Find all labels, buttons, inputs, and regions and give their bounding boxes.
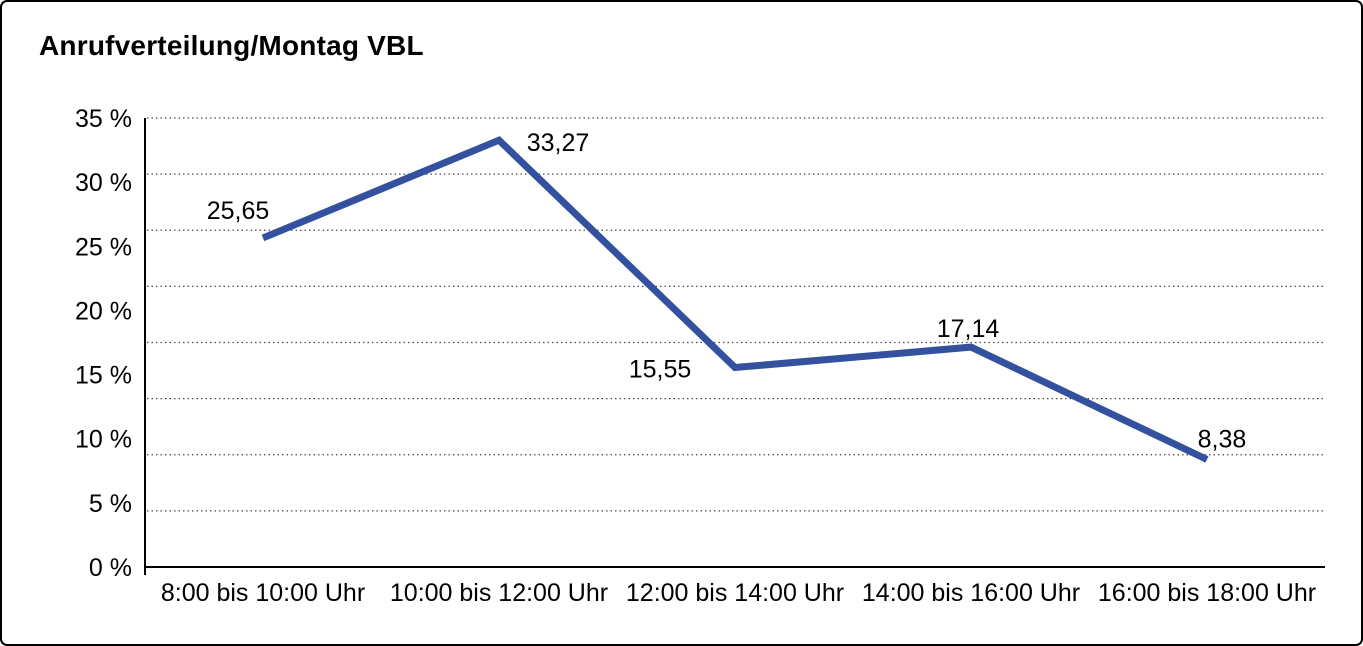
x-tick-label: 16:00 bis 18:00 Uhr <box>1098 579 1316 607</box>
chart-title: Anrufverteilung/Montag VBL <box>39 30 424 61</box>
data-value-label: 8,38 <box>1198 425 1247 453</box>
x-tick-label: 8:00 bis 10:00 Uhr <box>161 579 365 607</box>
data-value-label: 33,27 <box>527 129 590 157</box>
data-value-label: 25,65 <box>207 197 270 225</box>
data-value-label: 15,55 <box>629 356 692 384</box>
y-tick-label: 5 % <box>89 490 132 518</box>
data-value-label: 17,14 <box>937 315 1000 343</box>
x-tick-label: 12:00 bis 14:00 Uhr <box>626 579 844 607</box>
data-line <box>261 136 1209 463</box>
x-tick-label: 10:00 bis 12:00 Uhr <box>390 579 608 607</box>
y-tick-label: 10 % <box>75 426 132 454</box>
y-tick-label: 30 % <box>75 169 132 197</box>
y-tick-label: 35 % <box>75 105 132 133</box>
y-tick-label: 20 % <box>75 297 132 325</box>
y-tick-label: 25 % <box>75 233 132 261</box>
y-tick-label: 0 % <box>89 554 132 582</box>
x-tick-label: 14:00 bis 16:00 Uhr <box>862 579 1080 607</box>
y-tick-label: 15 % <box>75 362 132 390</box>
